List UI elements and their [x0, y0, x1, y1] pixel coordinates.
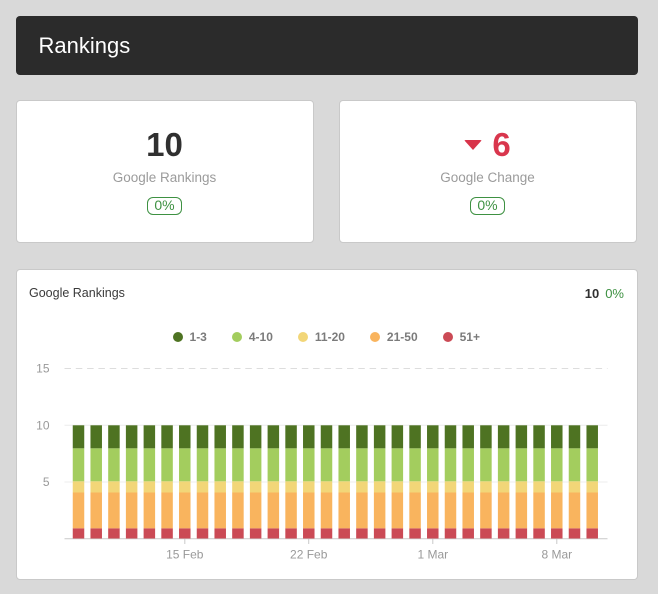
svg-text:1 Mar: 1 Mar [417, 547, 448, 561]
svg-text:10: 10 [36, 418, 50, 432]
svg-text:22 Feb: 22 Feb [290, 547, 328, 561]
svg-text:15 Feb: 15 Feb [166, 547, 204, 561]
svg-text:8 Mar: 8 Mar [541, 547, 572, 561]
svg-text:5: 5 [42, 475, 49, 489]
svg-text:15: 15 [36, 361, 50, 375]
